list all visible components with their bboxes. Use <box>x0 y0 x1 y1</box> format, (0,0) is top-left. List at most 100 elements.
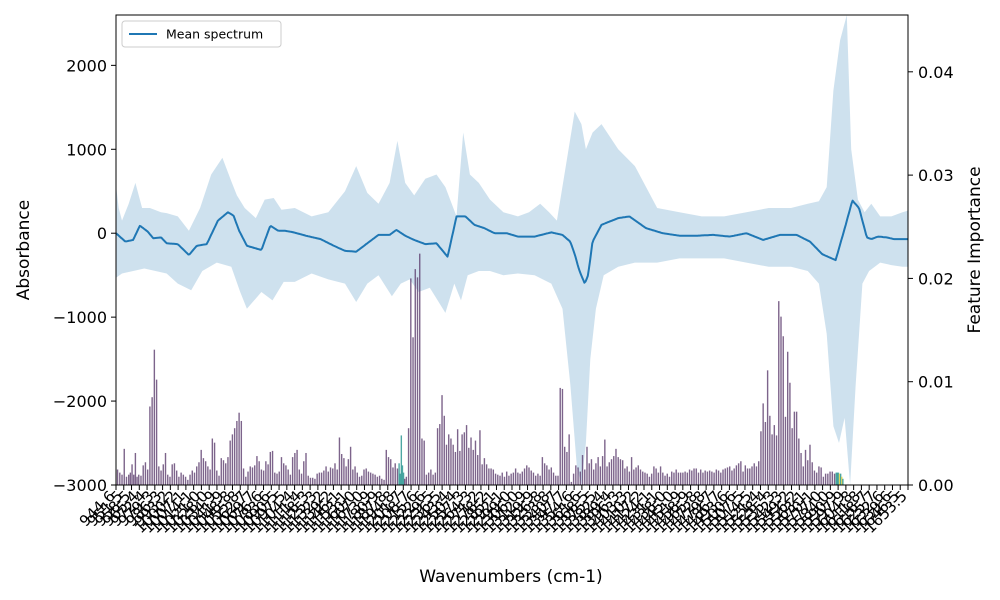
importance-bar <box>633 469 635 485</box>
importance-bar <box>347 459 350 485</box>
importance-bar <box>372 473 374 485</box>
importance-bar <box>367 471 370 485</box>
importance-bar <box>158 466 160 485</box>
importance-bar <box>517 472 519 485</box>
importance-bar <box>405 476 408 485</box>
importance-bar <box>374 474 376 485</box>
importance-bar <box>477 455 479 485</box>
importance-bar <box>615 448 617 485</box>
importance-bar <box>412 337 414 485</box>
importance-bar <box>697 472 700 485</box>
importance-bar <box>836 472 839 485</box>
importance-bar <box>400 435 403 485</box>
importance-bar <box>798 438 800 485</box>
importance-bar <box>637 465 639 485</box>
y2-tick-label: 0.04 <box>918 63 954 82</box>
importance-bar <box>245 476 247 485</box>
importance-bar <box>233 428 236 485</box>
y-tick-label: −3000 <box>53 476 107 495</box>
importance-bar <box>432 474 434 485</box>
importance-bar <box>764 421 767 485</box>
importance-bar <box>800 452 802 485</box>
importance-bar <box>514 468 517 485</box>
importance-bar <box>720 472 722 485</box>
importance-bar <box>782 336 784 485</box>
importance-bar <box>655 468 657 485</box>
importance-bar <box>178 476 180 485</box>
importance-bar <box>220 458 222 485</box>
importance-bar <box>617 457 619 485</box>
importance-bar <box>401 465 404 485</box>
importance-bar <box>160 470 162 485</box>
importance-bar <box>193 472 196 485</box>
importance-bar <box>436 428 439 485</box>
importance-bar <box>537 473 539 485</box>
importance-bar <box>548 469 550 485</box>
importance-bar <box>171 464 173 485</box>
importance-bar <box>534 475 537 485</box>
importance-bar <box>303 461 305 485</box>
importance-bar <box>490 468 492 485</box>
importance-bar <box>621 460 624 485</box>
importance-bar <box>479 430 481 485</box>
importance-bar <box>254 465 256 485</box>
std-band-layer <box>116 15 908 485</box>
importance-bar <box>423 440 425 485</box>
importance-bar <box>383 479 385 485</box>
importance-bar <box>837 472 840 485</box>
importance-bar <box>532 472 535 485</box>
importance-bar <box>818 466 820 485</box>
importance-bar <box>557 475 559 485</box>
importance-bar <box>463 432 466 485</box>
importance-bar <box>387 457 390 485</box>
importance-bar <box>419 253 421 485</box>
importance-bar <box>653 466 655 485</box>
importance-bar <box>392 467 394 485</box>
importance-bar <box>318 472 321 485</box>
importance-bar <box>713 472 715 485</box>
importance-bar <box>278 471 280 485</box>
y-tick-label: −2000 <box>53 392 107 411</box>
importance-bar <box>599 466 602 485</box>
importance-bar <box>758 461 760 485</box>
importance-bar <box>586 446 588 485</box>
importance-bar <box>512 472 515 485</box>
importance-bar <box>635 467 637 485</box>
importance-bar <box>626 466 628 485</box>
importance-bar <box>508 475 510 485</box>
importance-bar <box>682 472 684 485</box>
importance-bars-layer <box>116 253 844 485</box>
importance-bar <box>590 459 593 485</box>
importance-bar <box>200 449 202 485</box>
importance-bar <box>497 474 499 485</box>
importance-bar <box>771 434 773 485</box>
importance-bar <box>555 475 557 485</box>
importance-bar <box>394 463 396 485</box>
y2-tick-label: 0.00 <box>918 476 954 495</box>
importance-bar <box>258 461 260 485</box>
importance-bar <box>227 457 229 485</box>
importance-bar <box>700 469 702 485</box>
importance-bar <box>151 397 153 485</box>
importance-bar <box>784 416 787 485</box>
importance-bar <box>240 420 243 485</box>
importance-bar <box>606 466 608 485</box>
importance-bar <box>365 468 367 485</box>
importance-bar <box>213 442 216 485</box>
importance-bar <box>722 469 724 485</box>
importance-bar <box>610 459 613 485</box>
importance-bar <box>242 468 245 485</box>
importance-bar <box>664 475 666 485</box>
importance-bar <box>262 470 265 485</box>
importance-bar <box>530 470 532 485</box>
importance-bar <box>327 471 329 485</box>
importance-bar <box>136 476 138 485</box>
legend-label: Mean spectrum <box>166 27 263 42</box>
importance-bar <box>274 472 276 485</box>
importance-bar <box>218 475 220 485</box>
importance-bar <box>795 411 798 485</box>
importance-bar <box>642 471 644 485</box>
importance-bar <box>588 463 590 485</box>
importance-bar <box>443 415 445 485</box>
importance-bar <box>704 470 706 485</box>
